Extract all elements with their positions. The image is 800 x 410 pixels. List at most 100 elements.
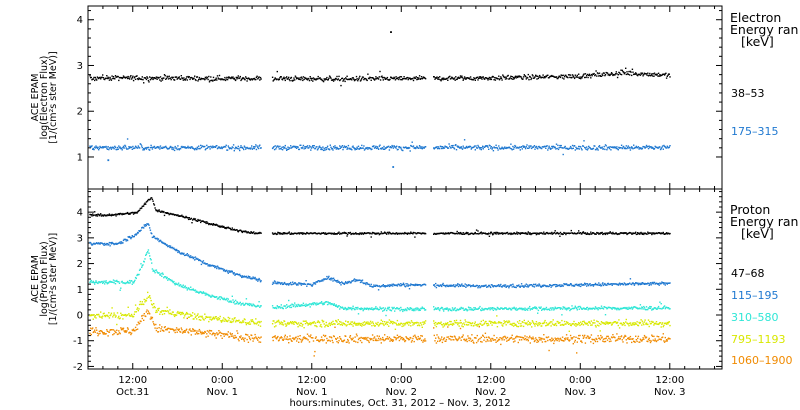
data-point	[158, 240, 160, 243]
data-point	[299, 144, 301, 146]
data-point	[304, 304, 306, 306]
data-point	[325, 148, 327, 151]
data-point	[232, 301, 235, 304]
data-point	[129, 76, 131, 78]
data-point	[433, 306, 435, 308]
data-point	[530, 233, 532, 236]
data-point	[339, 306, 342, 308]
data-point	[453, 309, 455, 311]
data-point	[136, 307, 139, 309]
data-point	[281, 323, 283, 326]
data-point	[154, 147, 156, 149]
data-point	[151, 304, 154, 306]
data-point	[465, 286, 467, 288]
data-point	[388, 308, 390, 310]
data-point	[256, 145, 258, 147]
data-point	[326, 76, 328, 79]
data-point	[573, 285, 576, 287]
data-point	[350, 233, 352, 236]
data-point	[502, 148, 505, 150]
data-point	[622, 145, 625, 148]
data-point	[163, 242, 165, 244]
data-point	[287, 77, 289, 80]
data-point	[539, 74, 541, 77]
data-point	[204, 294, 207, 296]
data-point	[190, 217, 192, 220]
data-point	[661, 74, 663, 76]
data-point	[482, 76, 484, 78]
data-point	[402, 325, 405, 327]
data-point	[536, 232, 538, 234]
data-point	[409, 150, 411, 152]
data-point	[191, 146, 193, 148]
data-point	[648, 307, 650, 309]
data-point	[374, 232, 376, 235]
y-tick-label: 4	[77, 208, 83, 219]
data-point	[633, 283, 635, 285]
data-point	[564, 232, 566, 234]
data-point	[494, 233, 497, 235]
data-point	[399, 309, 401, 312]
data-point	[420, 233, 423, 235]
data-point	[548, 285, 550, 287]
data-point	[597, 309, 599, 311]
data-point	[171, 146, 174, 149]
data-point	[233, 272, 235, 274]
data-point	[167, 78, 170, 80]
data-point	[399, 232, 401, 235]
data-point	[159, 313, 161, 315]
data-point	[405, 146, 407, 148]
data-point	[474, 307, 476, 309]
data-point	[355, 307, 358, 309]
data-point	[385, 232, 387, 235]
data-point	[158, 272, 160, 274]
data-point	[371, 145, 374, 148]
data-point	[350, 307, 352, 309]
data-point	[621, 282, 623, 285]
data-point	[93, 281, 95, 284]
data-point	[398, 307, 401, 310]
data-point	[271, 232, 274, 234]
data-point	[235, 146, 237, 149]
data-point	[145, 78, 148, 81]
data-point	[226, 300, 229, 302]
data-point	[414, 236, 416, 238]
data-point	[403, 233, 405, 235]
data-point	[338, 231, 340, 233]
data-point	[131, 315, 133, 317]
data-point	[377, 232, 380, 234]
data-point	[644, 147, 646, 149]
data-point	[277, 146, 280, 148]
data-point	[569, 284, 571, 286]
data-point	[345, 232, 348, 235]
data-point	[294, 306, 297, 308]
data-point	[279, 147, 282, 150]
data-point	[179, 253, 182, 255]
data-point	[511, 286, 513, 288]
data-point	[472, 309, 474, 311]
data-point	[499, 232, 501, 234]
data-point	[526, 286, 528, 288]
data-point	[522, 146, 525, 148]
data-point	[211, 318, 213, 320]
data-point	[400, 306, 402, 309]
data-point	[604, 74, 607, 76]
data-point	[111, 213, 113, 216]
data-point	[484, 146, 486, 148]
data-point	[595, 233, 597, 235]
data-point	[588, 145, 590, 148]
data-point	[120, 241, 123, 243]
data-point	[313, 282, 315, 285]
data-point	[539, 146, 542, 149]
data-point	[155, 76, 158, 78]
data-point	[360, 279, 362, 282]
data-point	[332, 303, 334, 306]
data-point	[98, 313, 100, 316]
data-point	[248, 77, 250, 80]
data-point	[615, 308, 617, 310]
data-point	[497, 285, 499, 287]
data-point	[477, 144, 479, 147]
data-point	[210, 296, 213, 298]
data-point	[171, 313, 173, 315]
